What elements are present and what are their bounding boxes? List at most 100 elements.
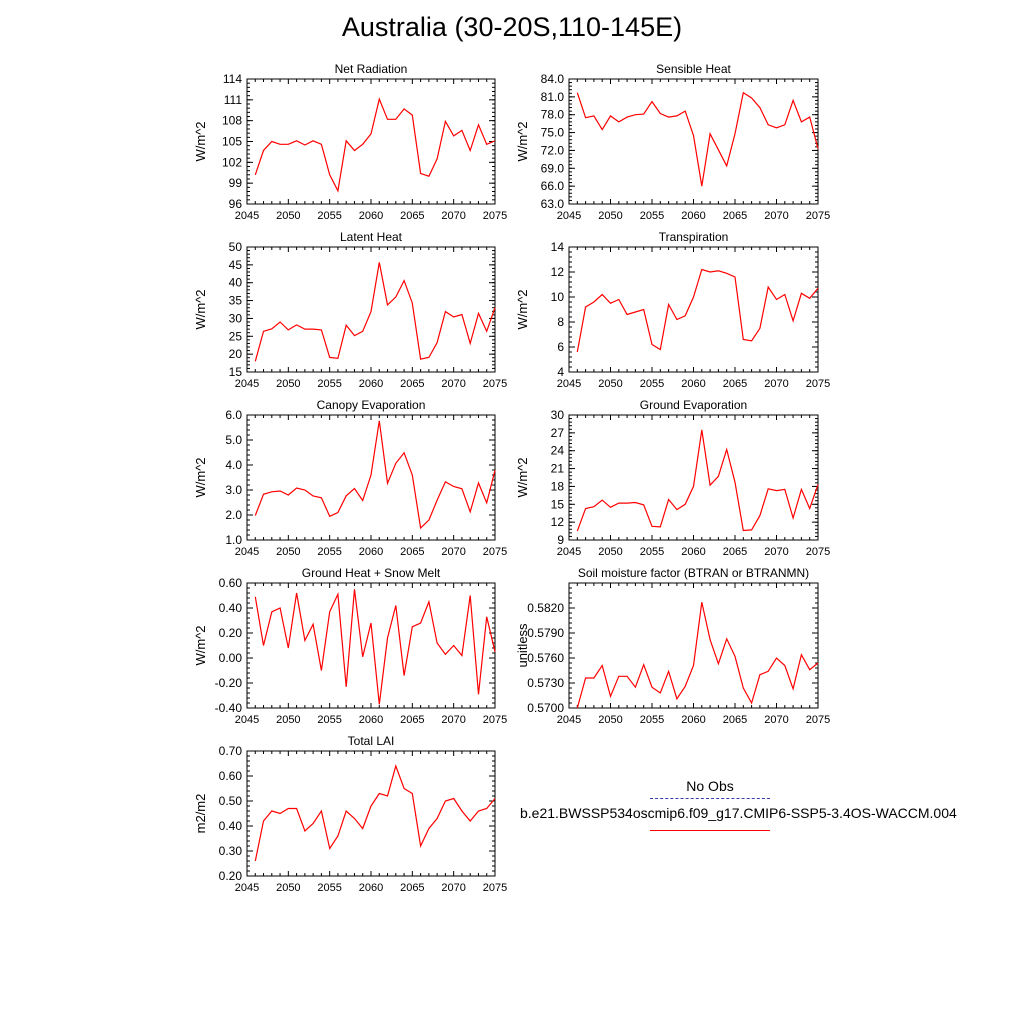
- x-tick-label: 2055: [317, 882, 341, 894]
- x-tick-label: 2065: [400, 882, 424, 894]
- plot-frame: [246, 78, 496, 205]
- y-tick-label: 111: [224, 93, 243, 107]
- x-tick-label: 2060: [681, 210, 705, 222]
- y-tick-label: 50: [229, 240, 243, 254]
- x-tick-label: 2045: [557, 546, 581, 558]
- y-axis-label: unitless: [515, 623, 530, 668]
- y-tick-label: 15: [229, 365, 243, 379]
- x-tick-label: 2060: [359, 714, 383, 726]
- x-tick-label: 2050: [276, 714, 300, 726]
- x-tick-label: 2075: [806, 210, 830, 222]
- y-tick-label: 0.20: [219, 626, 243, 640]
- x-tick-label: 2065: [400, 546, 424, 558]
- x-tick-label: 2050: [276, 882, 300, 894]
- series-line: [576, 429, 819, 532]
- y-tick-label: 20: [229, 347, 243, 361]
- y-axis-label: W/m^2: [193, 289, 208, 329]
- y-tick-label: 14: [551, 240, 565, 254]
- x-tick-label: 2050: [598, 210, 622, 222]
- panel-title: Sensible Heat: [656, 62, 731, 76]
- y-tick-label: 1.0: [225, 533, 242, 547]
- y-tick-label: 8: [557, 315, 564, 329]
- y-tick-label: 0.00: [219, 651, 243, 665]
- x-tick-label: 2070: [764, 546, 788, 558]
- panel-title: Net Radiation: [335, 62, 408, 76]
- x-tick-label: 2055: [640, 378, 664, 390]
- y-tick-label: -0.20: [215, 676, 243, 690]
- panel-latent-heat: 2045 2050 2055 2060 2065 2070 2075 15 20 25 30 35 40…: [193, 230, 507, 390]
- x-tick-label: 2050: [598, 546, 622, 558]
- y-tick-label: 12: [551, 515, 565, 529]
- y-tick-label: 69.0: [541, 161, 565, 175]
- y-tick-label: 63.0: [541, 197, 565, 211]
- series-line: [254, 420, 496, 530]
- panel-net-radiation: 2045 2050 2055 2060 2065 2070 2075 96 99 102 105 10…: [193, 62, 507, 222]
- y-tick-label: 84.0: [541, 72, 565, 86]
- series-line: [254, 764, 496, 862]
- x-tick-label: 2070: [441, 882, 465, 894]
- panel-soil-moisture-factor-btran-or-btranmn: 2045 2050 2055 2060 2065 2070 2075 0.5700 0.5730…: [515, 566, 830, 726]
- panel-title: Ground Evaporation: [640, 398, 747, 412]
- x-tick-label: 2065: [723, 210, 747, 222]
- y-tick-label: 25: [229, 329, 243, 343]
- y-tick-label: 0.60: [219, 769, 243, 783]
- x-tick-label: 2065: [723, 378, 747, 390]
- panel-title: Total LAI: [348, 734, 395, 748]
- x-tick-label: 2060: [681, 714, 705, 726]
- y-tick-label: 102: [222, 155, 242, 169]
- x-tick-label: 2065: [400, 714, 424, 726]
- y-tick-label: 30: [551, 408, 565, 422]
- y-tick-label: 0.40: [219, 601, 243, 615]
- x-tick-label: 2060: [359, 546, 383, 558]
- x-tick-label: 2045: [557, 210, 581, 222]
- series-line: [576, 602, 819, 709]
- y-axis-label: m2/m2: [193, 794, 208, 834]
- x-tick-label: 2055: [317, 714, 341, 726]
- x-tick-label: 2065: [723, 714, 747, 726]
- y-axis-label: W/m^2: [515, 457, 530, 497]
- x-tick-label: 2050: [276, 378, 300, 390]
- y-tick-label: 96: [229, 197, 243, 211]
- plot-frame: [568, 414, 819, 541]
- y-tick-label: 0.40: [219, 819, 243, 833]
- y-tick-label: 72.0: [541, 143, 565, 157]
- x-tick-label: 2070: [441, 378, 465, 390]
- plot-frame: [246, 750, 496, 877]
- y-tick-label: 0.5700: [527, 701, 564, 715]
- x-tick-label: 2045: [235, 378, 259, 390]
- panel-title: Latent Heat: [340, 230, 403, 244]
- x-tick-label: 2050: [276, 210, 300, 222]
- x-tick-label: 2045: [557, 714, 581, 726]
- legend: No Obs b.e21.BWSSP534oscmip6.f09_g17.CMI…: [520, 778, 957, 831]
- x-tick-label: 2070: [764, 714, 788, 726]
- panel-title: Canopy Evaporation: [317, 398, 426, 412]
- series-line: [254, 262, 496, 362]
- x-tick-label: 2045: [235, 546, 259, 558]
- y-tick-label: 35: [229, 294, 243, 308]
- y-tick-label: 0.5760: [527, 651, 564, 665]
- x-tick-label: 2070: [764, 378, 788, 390]
- x-tick-label: 2075: [806, 714, 830, 726]
- x-tick-label: 2065: [400, 378, 424, 390]
- x-tick-label: 2050: [598, 378, 622, 390]
- x-tick-label: 2045: [235, 714, 259, 726]
- x-tick-label: 2055: [317, 210, 341, 222]
- x-tick-label: 2075: [806, 546, 830, 558]
- panel-title: Ground Heat + Snow Melt: [302, 566, 441, 580]
- figure-title: Australia (30-20S,110-145E): [341, 12, 683, 42]
- y-tick-label: 105: [222, 135, 242, 149]
- x-tick-label: 2065: [400, 210, 424, 222]
- y-tick-label: 0.60: [219, 576, 243, 590]
- y-tick-label: 45: [229, 258, 243, 272]
- y-axis-label: W/m^2: [193, 457, 208, 497]
- y-tick-label: 81.0: [541, 90, 565, 104]
- x-tick-label: 2050: [276, 546, 300, 558]
- panel-total-lai: 2045 2050 2055 2060 2065 2070 2075 0.20 0.30 0.40…: [193, 734, 507, 894]
- panel-ground-evaporation: 2045 2050 2055 2060 2065 2070 2075 9 12 15 18 21 24 2…: [515, 398, 830, 558]
- y-tick-label: 0.30: [219, 844, 243, 858]
- y-tick-label: 0.20: [219, 869, 243, 883]
- x-tick-label: 2045: [557, 378, 581, 390]
- x-tick-label: 2045: [235, 210, 259, 222]
- y-tick-label: 0.5790: [527, 626, 564, 640]
